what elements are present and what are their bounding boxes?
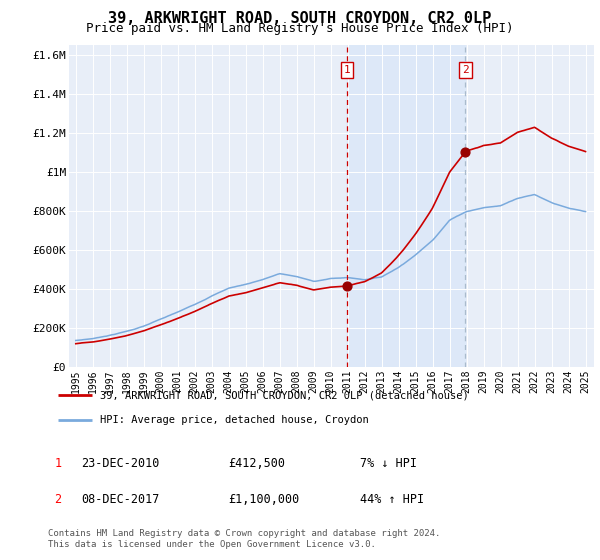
Text: 39, ARKWRIGHT ROAD, SOUTH CROYDON, CR2 0LP: 39, ARKWRIGHT ROAD, SOUTH CROYDON, CR2 0… xyxy=(109,11,491,26)
Text: 7% ↓ HPI: 7% ↓ HPI xyxy=(360,457,417,470)
Text: 2: 2 xyxy=(462,65,469,75)
Text: 23-DEC-2010: 23-DEC-2010 xyxy=(81,457,160,470)
Text: £1,100,000: £1,100,000 xyxy=(228,493,299,506)
Point xyxy=(461,148,470,157)
Text: 39, ARKWRIGHT ROAD, SOUTH CROYDON, CR2 0LP (detached house): 39, ARKWRIGHT ROAD, SOUTH CROYDON, CR2 0… xyxy=(100,390,469,400)
Bar xyxy=(347,45,466,367)
Text: 1: 1 xyxy=(344,65,350,75)
Text: 1: 1 xyxy=(55,457,61,470)
Text: 2: 2 xyxy=(55,493,61,506)
Text: 44% ↑ HPI: 44% ↑ HPI xyxy=(360,493,424,506)
Text: Price paid vs. HM Land Registry's House Price Index (HPI): Price paid vs. HM Land Registry's House … xyxy=(86,22,514,35)
Text: HPI: Average price, detached house, Croydon: HPI: Average price, detached house, Croy… xyxy=(100,414,369,424)
Point xyxy=(343,282,352,291)
Text: 08-DEC-2017: 08-DEC-2017 xyxy=(81,493,160,506)
Text: £412,500: £412,500 xyxy=(228,457,285,470)
Text: Contains HM Land Registry data © Crown copyright and database right 2024.
This d: Contains HM Land Registry data © Crown c… xyxy=(48,529,440,549)
